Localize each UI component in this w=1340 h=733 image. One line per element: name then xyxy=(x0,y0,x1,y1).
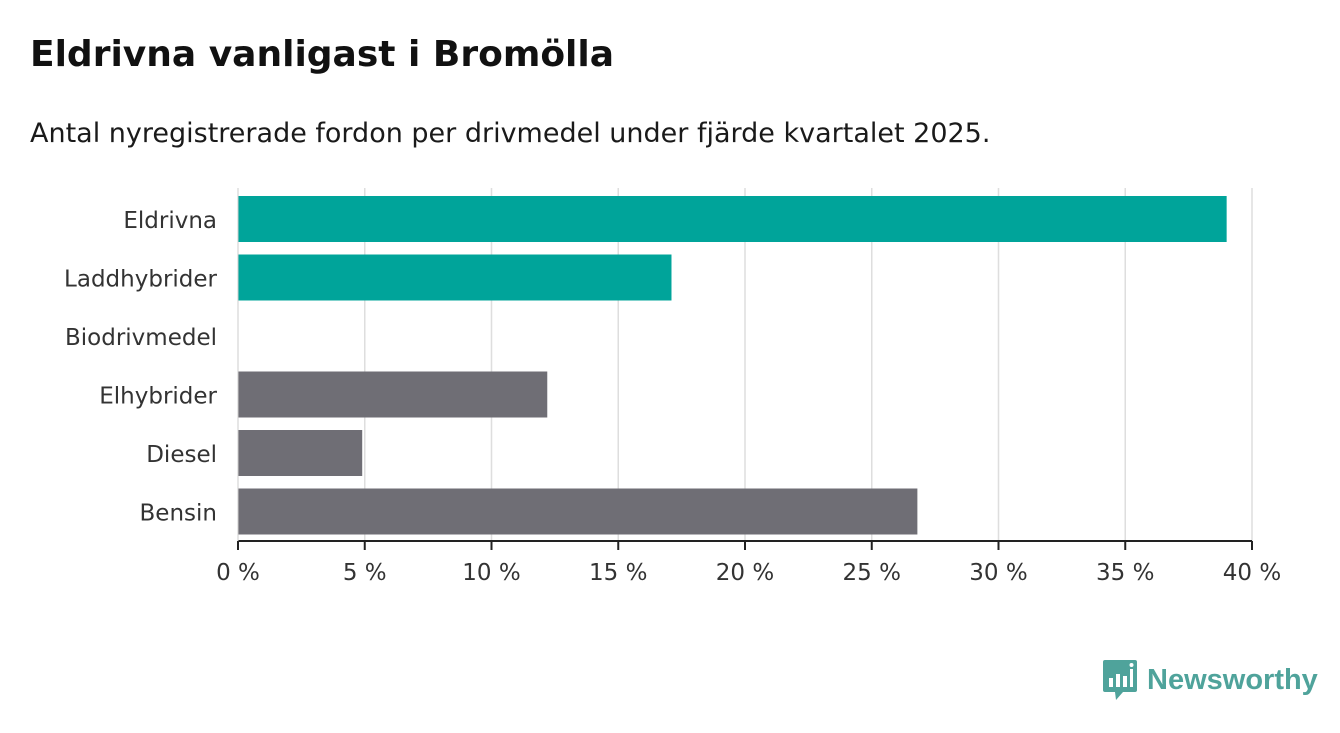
brand-name: Newsworthy xyxy=(1147,663,1318,696)
category-label: Elhybrider xyxy=(99,384,217,410)
bar xyxy=(238,488,918,535)
x-axis: 0 % 5 % 10 % 15 % 20 % 25 % 30 % 35 % 40 % xyxy=(216,188,1281,586)
grid-lines xyxy=(364,188,1253,541)
tick-label: 5 % xyxy=(343,560,387,586)
tick-label: 25 % xyxy=(843,560,901,586)
bar xyxy=(238,196,1227,242)
tick-label: 40 % xyxy=(1223,560,1281,586)
chart-title: Eldrivna vanligast i Bromölla xyxy=(30,34,615,75)
bars xyxy=(238,196,1227,535)
category-label: Laddhybrider xyxy=(64,267,217,293)
category-label: Diesel xyxy=(146,442,217,468)
bar xyxy=(238,254,672,301)
tick-label: 35 % xyxy=(1096,560,1154,586)
tick-label: 30 % xyxy=(969,560,1027,586)
newsworthy-logo: Newsworthy xyxy=(1103,660,1318,700)
tick-label: 15 % xyxy=(589,560,647,586)
category-label: Biodrivmedel xyxy=(65,325,217,351)
category-label: Bensin xyxy=(140,501,217,527)
tick-label: 10 % xyxy=(462,560,520,586)
chart-subtitle: Antal nyregistrerade fordon per drivmede… xyxy=(30,118,991,149)
bar xyxy=(238,430,363,476)
newsworthy-logo-icon xyxy=(1103,660,1137,700)
tick-label: 20 % xyxy=(716,560,774,586)
tick-label: 0 % xyxy=(216,560,260,586)
bar xyxy=(238,371,548,418)
category-label: Eldrivna xyxy=(123,208,217,234)
category-labels: Eldrivna Laddhybrider Biodrivmedel Elhybrid… xyxy=(64,208,217,527)
